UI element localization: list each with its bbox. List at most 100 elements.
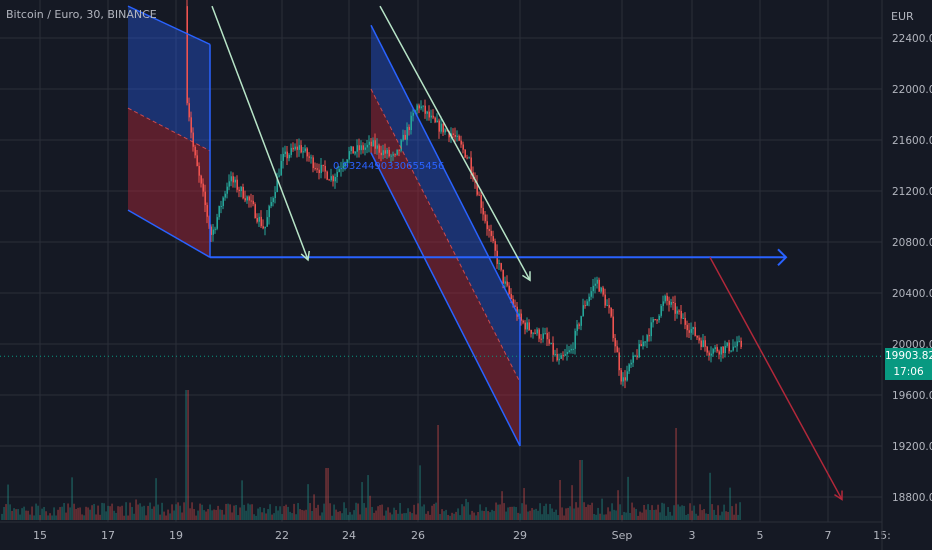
volume-bar [317,504,319,520]
volume-bar [201,504,203,520]
volume-bar [463,506,465,520]
volume-bar [519,513,521,520]
volume-bar [101,502,103,520]
volume-bar [713,509,715,520]
candle [186,6,188,104]
volume-bar [335,509,337,520]
volume-bar [45,511,47,520]
volume-bar [35,503,37,520]
volume-bar [371,506,373,520]
volume-bar [143,505,145,520]
fib-annotation[interactable]: 0.9324490330655456 [333,161,445,172]
candle [312,157,314,169]
candle [572,348,574,350]
candle [264,226,266,229]
volume-bar [513,506,515,520]
volume-bar [603,514,605,520]
volume-bar [619,504,621,520]
volume-bar [125,502,127,520]
candle [534,332,536,334]
candle [286,151,288,159]
candle [586,301,588,306]
volume-bar [215,509,217,520]
candle [550,342,552,344]
candle [444,129,446,133]
volume-bar [267,509,269,520]
volume-bar [295,514,297,520]
volume-bar [725,511,727,520]
volume-bar [113,510,115,520]
candle [682,317,684,319]
volume-bar [721,511,723,520]
candle [580,316,582,326]
candle [306,148,308,157]
volume-bar [123,515,125,520]
volume-bar [739,502,741,520]
volume-bar [565,508,567,520]
volume-bar [509,506,511,520]
volume-bar [375,510,377,520]
volume-bar [415,514,417,520]
volume-bar [457,508,459,520]
volume-bar [389,512,391,520]
volume-bar [289,511,291,520]
volume-bar [241,480,243,520]
volume-bar [495,502,497,520]
candle [630,362,632,365]
volume-bar [439,514,441,520]
volume-bar [561,507,563,520]
volume-bar [437,425,439,520]
volume-bar [381,504,383,520]
candle [194,146,196,156]
volume-bar [627,476,629,520]
volume-bar [167,509,169,520]
volume-bar [23,506,25,520]
volume-bar [653,509,655,520]
volume-bar [605,514,607,520]
candle [396,149,398,155]
volume-bar [569,506,571,520]
candle [594,283,596,286]
x-tick-label: 19 [169,529,183,542]
candle [374,140,376,149]
volume-bar [449,515,451,520]
volume-bar [705,513,707,520]
volume-bar [327,468,329,520]
trend-arrow-line [211,5,309,261]
volume-bar [175,504,177,520]
volume-bar [181,512,183,520]
y-tick-label: 22400.00 [892,33,932,45]
volume-bar [173,510,175,520]
candle [674,302,676,314]
volume-bar [473,512,475,520]
volume-bar [477,511,479,520]
candle [216,217,218,229]
candle [434,117,436,123]
volume-bar [89,509,91,520]
volume-bar [255,515,257,520]
volume-bar [497,504,499,520]
volume-bar [461,504,463,520]
candle [556,354,558,361]
candle [672,301,674,303]
volume-bar [483,511,485,520]
volume-bar [137,504,139,520]
volume-bar [493,510,495,520]
candle [522,320,524,323]
volume-bar [185,390,187,520]
candle [288,154,290,159]
volume-bar [735,503,737,520]
volume-bar [329,503,331,520]
candle [538,329,540,339]
candle [626,371,628,381]
channel-upper-line [370,24,521,319]
candle [658,315,660,321]
volume-bar [361,482,363,520]
volume-bar [37,505,39,520]
volume-bar [83,515,85,520]
volume-bar [205,511,207,520]
volume-bar [141,506,143,520]
volume-bar [443,511,445,520]
